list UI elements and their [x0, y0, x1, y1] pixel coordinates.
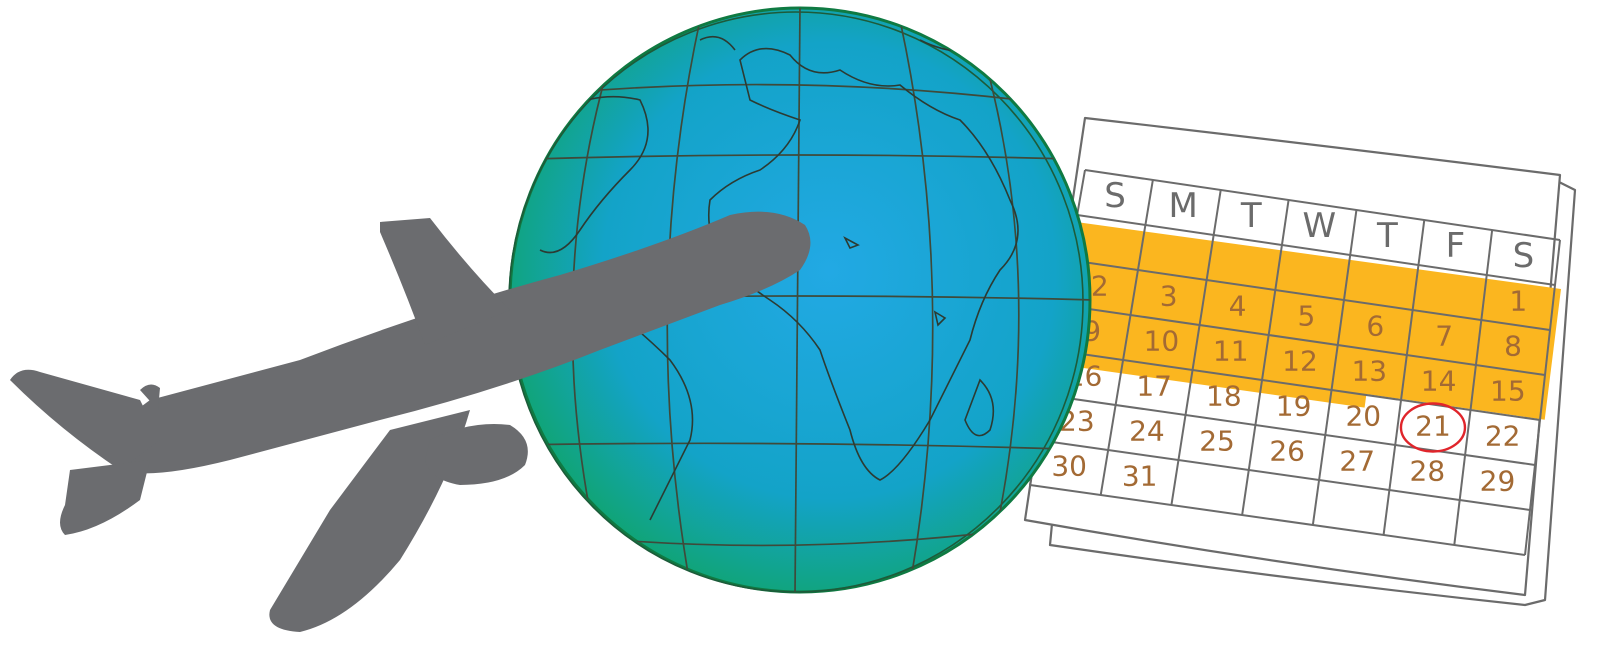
airplane-tail-stabilizer — [60, 460, 150, 535]
airplane-tail-tip — [140, 384, 160, 410]
calendar-date: 27 — [1339, 445, 1375, 478]
calendar-column-line — [1170, 189, 1222, 506]
calendar-date: 2 — [1091, 270, 1109, 303]
circled-date-marker — [1399, 402, 1467, 453]
calendar-column-line — [1241, 199, 1290, 516]
calendar-date: 20 — [1345, 400, 1381, 433]
calendar-row-line — [1037, 439, 1531, 511]
airplane-fuselage — [106, 211, 811, 474]
calendar-date: 25 — [1199, 425, 1235, 458]
calendar-date: 31 — [1122, 460, 1158, 493]
weekday-header: S — [1104, 176, 1126, 216]
calendar-row-line — [1061, 304, 1546, 376]
calendar-date: 13 — [1351, 355, 1387, 388]
calendar-date: 21 — [1415, 410, 1451, 443]
airplane-upper-wing — [380, 218, 510, 345]
weekday-header: F — [1446, 226, 1466, 266]
calendar-date: 12 — [1282, 345, 1318, 378]
calendar-date: 19 — [1276, 390, 1312, 423]
calendar-date: 17 — [1136, 370, 1172, 403]
weekday-header: S — [1513, 236, 1535, 276]
airplane-tail-fin — [10, 369, 160, 470]
calendar-column-line — [1382, 219, 1426, 536]
calendar-row-line — [1084, 169, 1561, 241]
calendar-date: 11 — [1213, 335, 1249, 368]
calendar-row-line — [1053, 349, 1541, 421]
weekday-header: T — [1240, 196, 1262, 236]
calendar-date: 14 — [1421, 365, 1457, 398]
calendar-date: 18 — [1206, 380, 1242, 413]
calendar-row-line — [1069, 259, 1551, 331]
calendar-date: 10 — [1144, 325, 1180, 358]
calendar-date: 28 — [1410, 455, 1446, 488]
calendar-column-line — [1311, 209, 1358, 526]
calendar-date: 26 — [1269, 435, 1305, 468]
calendar-column-line — [1453, 229, 1494, 546]
calendar-date: 15 — [1490, 375, 1526, 408]
calendar-date: 3 — [1160, 280, 1178, 313]
weekday-header: W — [1302, 206, 1336, 246]
calendar-date: 1 — [1509, 285, 1527, 318]
calendar-date: 30 — [1051, 450, 1087, 483]
calendar-row-line — [1045, 394, 1536, 466]
calendar-date: 24 — [1129, 415, 1165, 448]
calendar-grid — [1029, 169, 1561, 556]
calendar-row-line — [1076, 214, 1556, 286]
calendar-date: 29 — [1480, 465, 1516, 498]
calendar-date: 22 — [1485, 420, 1521, 453]
airplane-lower-wing — [269, 410, 470, 632]
calendar-date: 5 — [1298, 300, 1316, 333]
calendar-date: 4 — [1229, 290, 1247, 323]
calendar-date: 6 — [1366, 310, 1384, 343]
highlight-band — [1044, 221, 1561, 420]
weekday-header: M — [1168, 186, 1197, 226]
calendar-column-line — [1524, 239, 1561, 556]
airplane-silhouette-icon — [10, 211, 811, 632]
calendar-row-line — [1029, 484, 1526, 556]
calendar-date: 7 — [1435, 320, 1453, 353]
airplane-engine — [425, 424, 528, 485]
calendar-date: 8 — [1504, 330, 1522, 363]
calendar-column-line — [1099, 179, 1154, 496]
weekday-header: T — [1376, 216, 1398, 256]
